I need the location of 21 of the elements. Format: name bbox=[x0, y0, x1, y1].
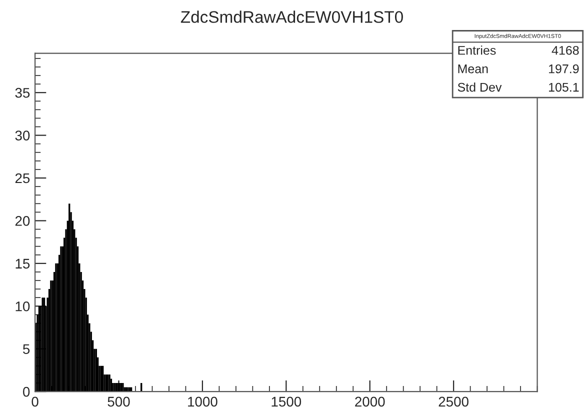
y-tick-label: 25 bbox=[15, 173, 30, 184]
annotation: Std Dev bbox=[458, 82, 502, 92]
y-tick-label: 20 bbox=[15, 216, 30, 226]
y-tick-label: 10 bbox=[16, 301, 30, 312]
y-tick-label: 30 bbox=[15, 130, 30, 140]
annotation: Mean bbox=[458, 64, 488, 74]
text: 105.1 bbox=[549, 82, 579, 92]
text: 197.9 bbox=[549, 64, 579, 74]
y-tick-label: 5 bbox=[23, 344, 30, 354]
y-tick-label: 0 bbox=[23, 386, 30, 397]
x-tick-label: 2500 bbox=[438, 396, 468, 407]
annotation: Entries bbox=[458, 46, 496, 55]
x-tick-label: 500 bbox=[108, 396, 130, 407]
x-tick-label: 0 bbox=[32, 396, 38, 407]
text: 4168 bbox=[552, 46, 579, 55]
y-tick-label: 35 bbox=[15, 88, 30, 98]
chart-title: ZdcSmdRawAdcEW0VH1ST0 bbox=[180, 10, 403, 23]
x-tick-label: 2000 bbox=[355, 396, 385, 407]
x-tick-label: 1000 bbox=[188, 396, 218, 407]
x-tick-label: 1500 bbox=[272, 396, 302, 407]
y-tick-label: 15 bbox=[16, 258, 30, 269]
